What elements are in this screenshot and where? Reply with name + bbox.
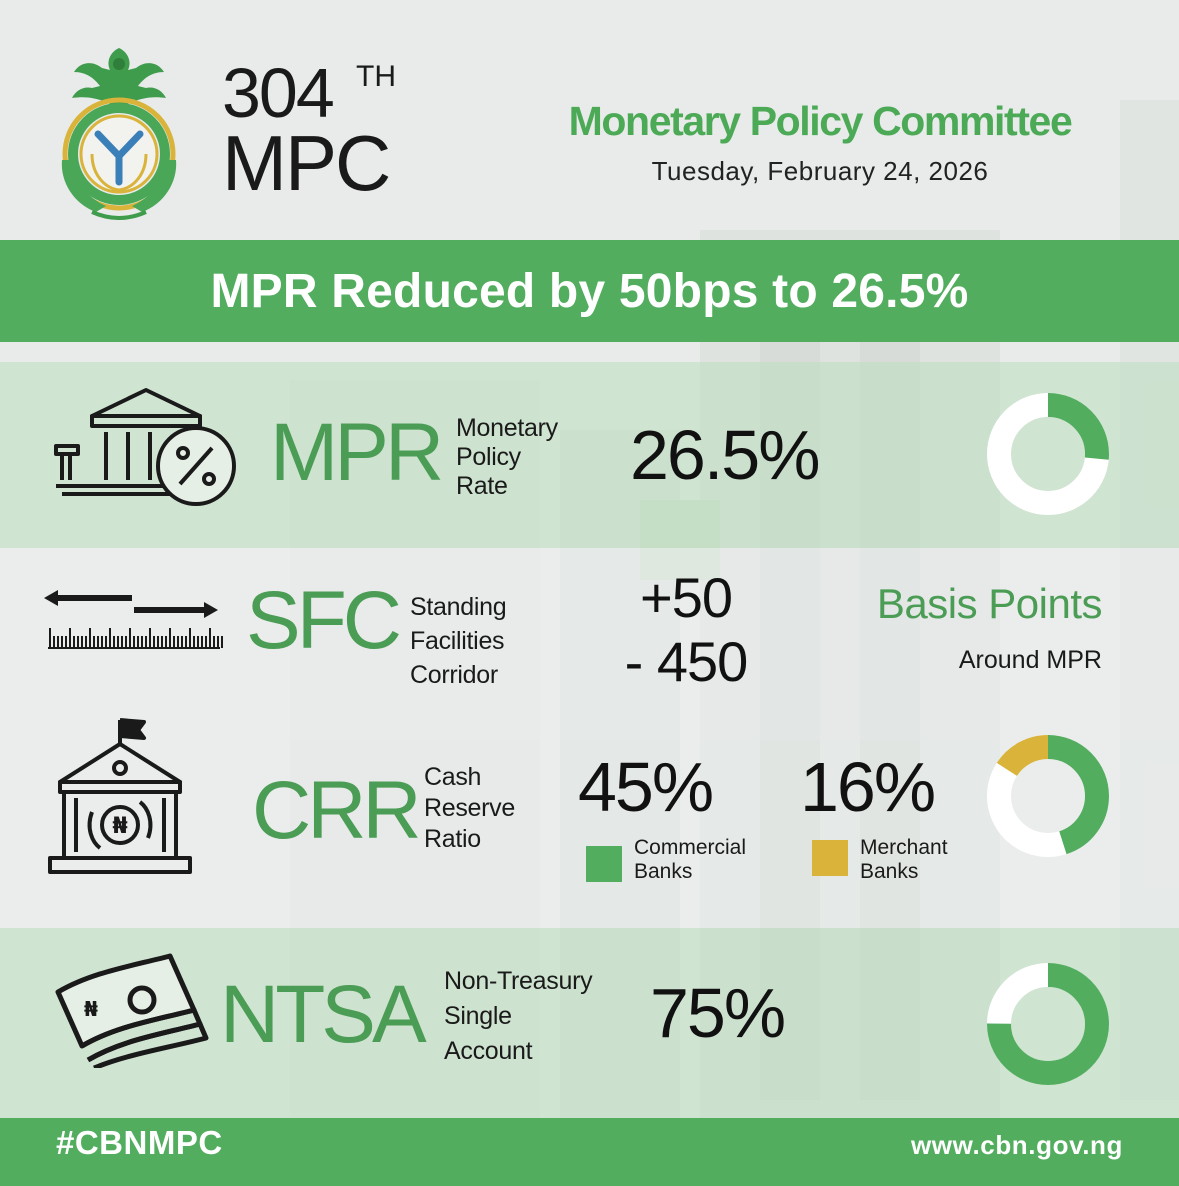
website-link[interactable]: www.cbn.gov.ng [910, 1130, 1123, 1160]
crr-commercial-value: 45% [578, 748, 714, 826]
naira-notes-icon: ₦ [55, 953, 209, 1068]
commercial-legend-swatch [586, 846, 622, 882]
headline-text: MPR Reduced by 50bps to 26.5% [210, 264, 969, 318]
sfc-description: Standing Facilities Corridor [410, 590, 507, 692]
ntsa-desc-line: Single [444, 1002, 512, 1030]
ntsa-desc-line: Non-Treasury [444, 967, 593, 995]
ntsa-donut-chart [987, 963, 1109, 1085]
mpr-description: Monetary Policy Rate [456, 414, 558, 501]
mpr-desc-line: Policy [456, 443, 521, 471]
hashtag: #CBNMPC [56, 1124, 223, 1161]
commercial-legend-line: Commercial [634, 836, 747, 859]
ntsa-value: 75% [650, 974, 786, 1052]
merchant-legend-line: Merchant [860, 836, 948, 859]
crr-donut-chart [987, 735, 1109, 857]
sfc-desc-line: Facilities [410, 627, 505, 655]
merchant-legend-swatch [812, 840, 848, 876]
mpr-desc-line: Rate [456, 472, 508, 500]
commercial-legend-label: Commercial Banks [634, 836, 746, 884]
ntsa-desc-line: Account [444, 1037, 533, 1065]
footer-bar [0, 1118, 1179, 1186]
crr-abbr: CRR [252, 765, 422, 856]
mpr-desc-line: Monetary [456, 414, 558, 442]
sfc-abbr: SFC [246, 575, 402, 666]
mpr-donut-segment [987, 393, 1109, 515]
mpc-superscript: TH [356, 60, 396, 93]
header: 304 TH MPC Monetary Policy Committee Tue… [0, 0, 1179, 240]
headline-banner: MPR Reduced by 50bps to 26.5% [0, 240, 1179, 342]
merchant-legend-line: Banks [860, 860, 919, 883]
commercial-legend-line: Banks [634, 860, 693, 883]
sfc-row [0, 548, 1179, 740]
svg-text:₦: ₦ [112, 814, 127, 839]
crr-desc-line: Reserve [424, 794, 515, 822]
crr-description: Cash Reserve Ratio [424, 762, 515, 855]
ntsa-abbr: NTSA [220, 969, 427, 1060]
naira-bank-icon: ₦ [48, 718, 192, 874]
mpr-value: 26.5% [630, 416, 820, 494]
meeting-date: Tuesday, February 24, 2026 [651, 156, 989, 186]
crr-row [0, 740, 1179, 928]
mpr-abbr: MPR [270, 407, 444, 498]
cbn-logo-icon [61, 48, 177, 220]
ntsa-description: Non-Treasury Single Account [444, 964, 593, 1069]
mpc-word: MPC [222, 119, 391, 207]
sfc-desc-line: Standing [410, 593, 507, 621]
mpc-number: 304 [222, 54, 335, 132]
crr-desc-line: Ratio [424, 825, 481, 853]
mpr-donut-chart [987, 393, 1109, 515]
sfc-lower-value: - 450 [624, 630, 749, 693]
crr-merchant-value: 16% [800, 748, 936, 826]
merchant-legend-label: Merchant Banks [860, 836, 948, 884]
committee-title: Monetary Policy Committee [568, 98, 1073, 144]
corridor-ruler-icon [44, 590, 223, 649]
sfc-upper-value: +50 [640, 566, 733, 629]
crr-merchant-segment [987, 735, 1109, 857]
svg-text:₦: ₦ [84, 997, 98, 1021]
basis-points-label: Basis Points [876, 580, 1103, 627]
bank-percent-icon [54, 388, 236, 506]
sfc-desc-line: Corridor [410, 661, 498, 689]
crr-desc-line: Cash [424, 763, 482, 791]
ntsa-donut-segment [987, 963, 1109, 1085]
around-mpr-label: Around MPR [958, 646, 1102, 674]
